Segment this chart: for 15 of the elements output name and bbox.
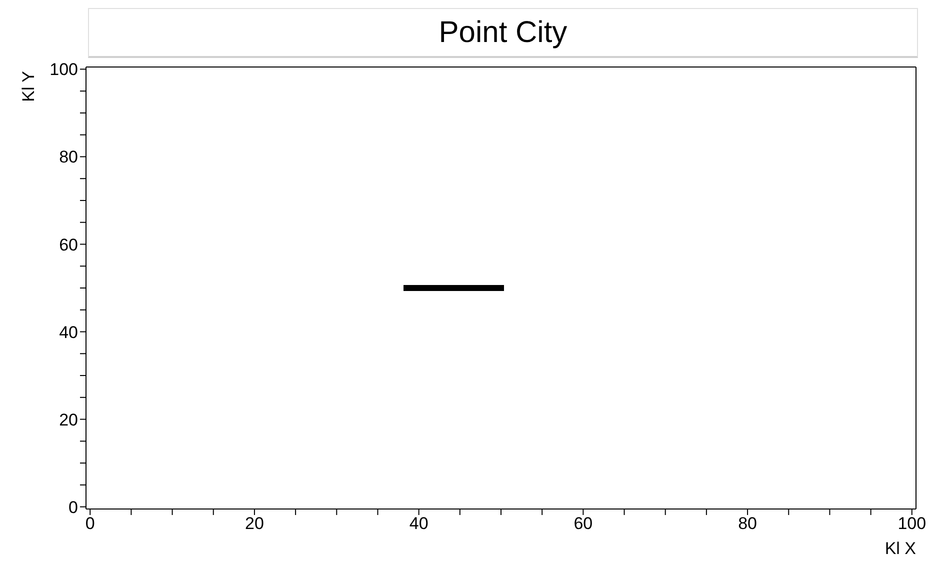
chart-title: Point City	[88, 8, 918, 58]
x-tick-label: 60	[574, 514, 593, 534]
y-tick-label: 80	[59, 148, 78, 167]
x-tick-label: 0	[85, 514, 95, 534]
y-tick-label: 40	[59, 322, 78, 342]
x-axis-title: Kl X	[884, 539, 916, 558]
y-tick-label: 0	[68, 498, 78, 517]
y-tick-label: 100	[50, 60, 78, 80]
y-tick-label: 60	[59, 235, 78, 254]
x-tick-label: 80	[738, 514, 757, 534]
y-tick-label: 20	[59, 410, 78, 430]
x-tick-label: 20	[245, 514, 264, 534]
x-tick-label: 100	[898, 514, 926, 534]
x-tick-label: 40	[409, 514, 428, 534]
y-axis-title: Kl Y	[19, 71, 38, 102]
